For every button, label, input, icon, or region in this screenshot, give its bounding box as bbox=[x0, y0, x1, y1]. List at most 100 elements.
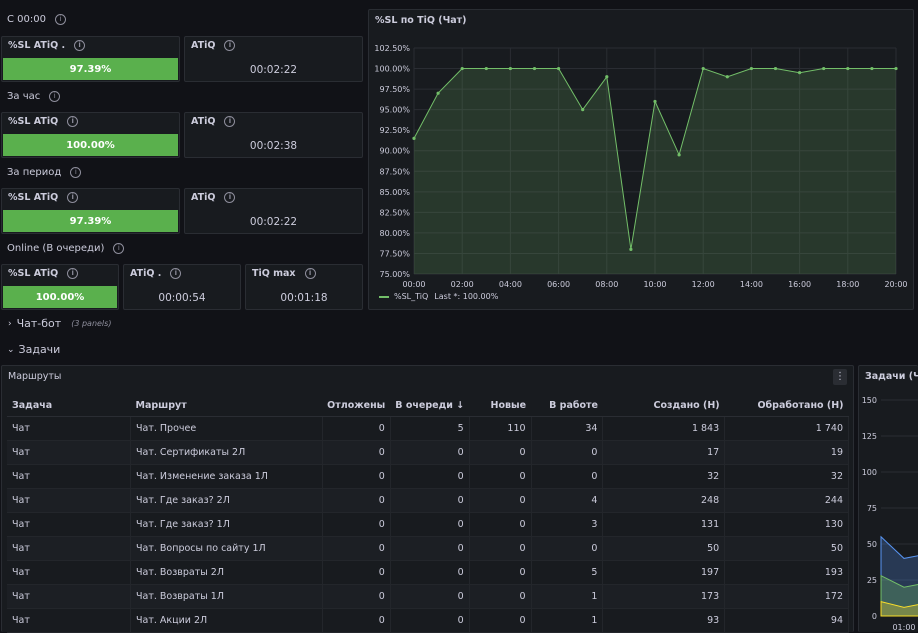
info-icon[interactable]: i bbox=[304, 268, 316, 279]
info-icon[interactable]: i bbox=[54, 14, 66, 25]
table-cell: 173 bbox=[602, 584, 726, 609]
table-cell: 3 bbox=[531, 512, 604, 537]
table-cell: 0 bbox=[390, 536, 470, 561]
table-row[interactable]: Чат Чат. Вопросы по сайту 1Л 0 0 0 0 50 50 bbox=[7, 536, 849, 561]
table-cell: 93 bbox=[602, 608, 726, 633]
info-icon[interactable]: i bbox=[74, 40, 86, 51]
y-tick-label: 87.50% bbox=[379, 167, 410, 176]
column-header-deferred[interactable]: Отложены bbox=[322, 394, 391, 417]
info-icon[interactable]: i bbox=[113, 243, 125, 254]
column-header-new[interactable]: Новые bbox=[469, 394, 532, 417]
info-icon[interactable]: i bbox=[70, 167, 82, 178]
table-cell: 0 bbox=[531, 536, 604, 561]
table-cell: 0 bbox=[322, 584, 391, 609]
table-row[interactable]: Чат Чат. Акции 2Л 0 0 0 1 93 94 bbox=[7, 608, 849, 633]
section-title-online: Online (В очереди) i bbox=[7, 243, 125, 254]
column-header-task[interactable]: Задача bbox=[7, 394, 131, 417]
table-cell: Чат. Возвраты 2Л bbox=[130, 560, 323, 585]
table-cell: 0 bbox=[531, 440, 604, 465]
table-cell: 32 bbox=[724, 464, 849, 489]
sl-atiq-panel-2[interactable]: %SL ATiQ i 100.00% bbox=[1, 112, 180, 158]
table-cell: 50 bbox=[602, 536, 726, 561]
atiq-panel-1[interactable]: ATiQ i 00:02:22 bbox=[184, 36, 363, 82]
table-row[interactable]: Чат Чат. Изменение заказа 1Л 0 0 0 0 32 32 bbox=[7, 464, 849, 489]
table-cell: 32 bbox=[602, 464, 726, 489]
x-tick-label: 18:00 bbox=[836, 280, 859, 289]
table-cell: 0 bbox=[469, 488, 532, 513]
data-point bbox=[412, 136, 416, 140]
y-tick-label: 75 bbox=[867, 504, 877, 513]
atiq-value-1: 00:02:22 bbox=[249, 64, 298, 76]
row-chatbot-collapsed[interactable]: › Чат-бот (3 panels) bbox=[8, 317, 112, 330]
info-icon[interactable]: i bbox=[224, 116, 236, 127]
table-cell: 0 bbox=[322, 536, 391, 561]
table-cell: 1 843 bbox=[602, 416, 726, 441]
y-tick-label: 97.50% bbox=[379, 85, 410, 94]
y-tick-label: 100 bbox=[862, 468, 877, 477]
area-series-yellow bbox=[880, 600, 918, 617]
sl-atiq-panel-3[interactable]: %SL ATiQ i 97.39% bbox=[1, 188, 180, 234]
table-cell: Чат. Прочее bbox=[130, 416, 323, 441]
column-header-processed[interactable]: Обработано (Н) bbox=[724, 394, 849, 417]
y-tick-label: 75.00% bbox=[379, 270, 410, 279]
table-header-row: Задача Маршрут Отложены В очереди ↓ Новы… bbox=[7, 394, 849, 417]
y-tick-label: 125 bbox=[862, 432, 877, 441]
sl-atiq-panel-1[interactable]: %SL ATiQ .i 97.39% bbox=[1, 36, 180, 82]
table-cell: Чат. Вопросы по сайту 1Л bbox=[130, 536, 323, 561]
data-point bbox=[677, 153, 681, 157]
info-icon[interactable]: i bbox=[224, 192, 236, 203]
data-point bbox=[798, 71, 802, 75]
sl-tiq-chart-panel[interactable]: %SL по TiQ (Чат) 102.50% 100.00% 97.50% 95.… bbox=[368, 9, 914, 310]
table-cell: 0 bbox=[322, 488, 391, 513]
table-cell: 0 bbox=[531, 464, 604, 489]
panel-menu-icon[interactable]: ⋮ bbox=[833, 369, 847, 385]
table-cell: Чат bbox=[7, 608, 131, 633]
column-header-route[interactable]: Маршрут bbox=[130, 394, 323, 417]
section-title-last-hour: За час i bbox=[7, 91, 61, 102]
atiq-panel-3[interactable]: ATiQ i 00:02:22 bbox=[184, 188, 363, 234]
y-tick-label: 100.00% bbox=[374, 65, 410, 74]
y-tick-label: 85.00% bbox=[379, 188, 410, 197]
column-header-in-progress[interactable]: В работе bbox=[531, 394, 603, 417]
tiq-max-panel[interactable]: TiQ max i 00:01:18 bbox=[245, 264, 363, 310]
column-header-in-queue[interactable]: В очереди ↓ bbox=[390, 394, 470, 417]
tasks-chart-panel[interactable]: Задачи (Ча 150 125 100 75 50 25 0 01:00 bbox=[858, 365, 918, 632]
y-tick-label: 90.00% bbox=[379, 147, 410, 156]
table-row[interactable]: Чат Чат. Возвраты 2Л 0 0 0 5 197 193 bbox=[7, 560, 849, 585]
info-icon[interactable]: i bbox=[67, 268, 79, 279]
x-tick-label: 16:00 bbox=[788, 280, 811, 289]
chart-legend[interactable]: %SL_TiQ Last *: 100.00% bbox=[379, 292, 498, 301]
sort-arrow-down-icon: ↓ bbox=[456, 399, 465, 411]
x-tick-label: 02:00 bbox=[451, 280, 474, 289]
column-header-created[interactable]: Создано (Н) bbox=[602, 394, 725, 417]
table-cell: 94 bbox=[724, 608, 849, 633]
atiq-panel-4[interactable]: ATiQ .i 00:00:54 bbox=[123, 264, 241, 310]
table-cell: 0 bbox=[469, 440, 532, 465]
data-point bbox=[605, 75, 609, 79]
y-tick-label: 95.00% bbox=[379, 106, 410, 115]
table-cell: 0 bbox=[390, 560, 470, 585]
sl-atiq-panel-4[interactable]: %SL ATiQ i 100.00% bbox=[1, 264, 119, 310]
table-row[interactable]: Чат Чат. Прочее 0 5 110 34 1 843 1 740 bbox=[7, 416, 849, 441]
table-row[interactable]: Чат Чат. Сертификаты 2Л 0 0 0 0 17 19 bbox=[7, 440, 849, 465]
table-row[interactable]: Чат Чат. Где заказ? 1Л 0 0 0 3 131 130 bbox=[7, 512, 849, 537]
info-icon[interactable]: i bbox=[67, 116, 79, 127]
tiq-max-value: 00:01:18 bbox=[280, 292, 328, 304]
row-tasks-expanded[interactable]: ⌄ Задачи bbox=[7, 343, 61, 356]
info-icon[interactable]: i bbox=[170, 268, 182, 279]
routes-panel[interactable]: Маршруты ⋮ Задача Маршрут Отложены В оче… bbox=[1, 365, 854, 633]
data-point bbox=[581, 108, 585, 112]
table-row[interactable]: Чат Чат. Возвраты 1Л 0 0 0 1 173 172 bbox=[7, 584, 849, 609]
table-cell: 0 bbox=[390, 584, 470, 609]
data-point bbox=[532, 66, 537, 71]
sl-gauge-2: 100.00% bbox=[3, 134, 178, 156]
table-row[interactable]: Чат Чат. Где заказ? 2Л 0 0 0 4 248 244 bbox=[7, 488, 849, 513]
section-title-period: За период i bbox=[7, 167, 82, 178]
info-icon[interactable]: i bbox=[49, 91, 61, 102]
table-cell: Чат. Сертификаты 2Л bbox=[130, 440, 323, 465]
info-icon[interactable]: i bbox=[224, 40, 236, 51]
info-icon[interactable]: i bbox=[67, 192, 79, 203]
data-point bbox=[508, 66, 512, 71]
atiq-panel-2[interactable]: ATiQ i 00:02:38 bbox=[184, 112, 363, 158]
atiq-value-3: 00:02:22 bbox=[249, 216, 298, 228]
